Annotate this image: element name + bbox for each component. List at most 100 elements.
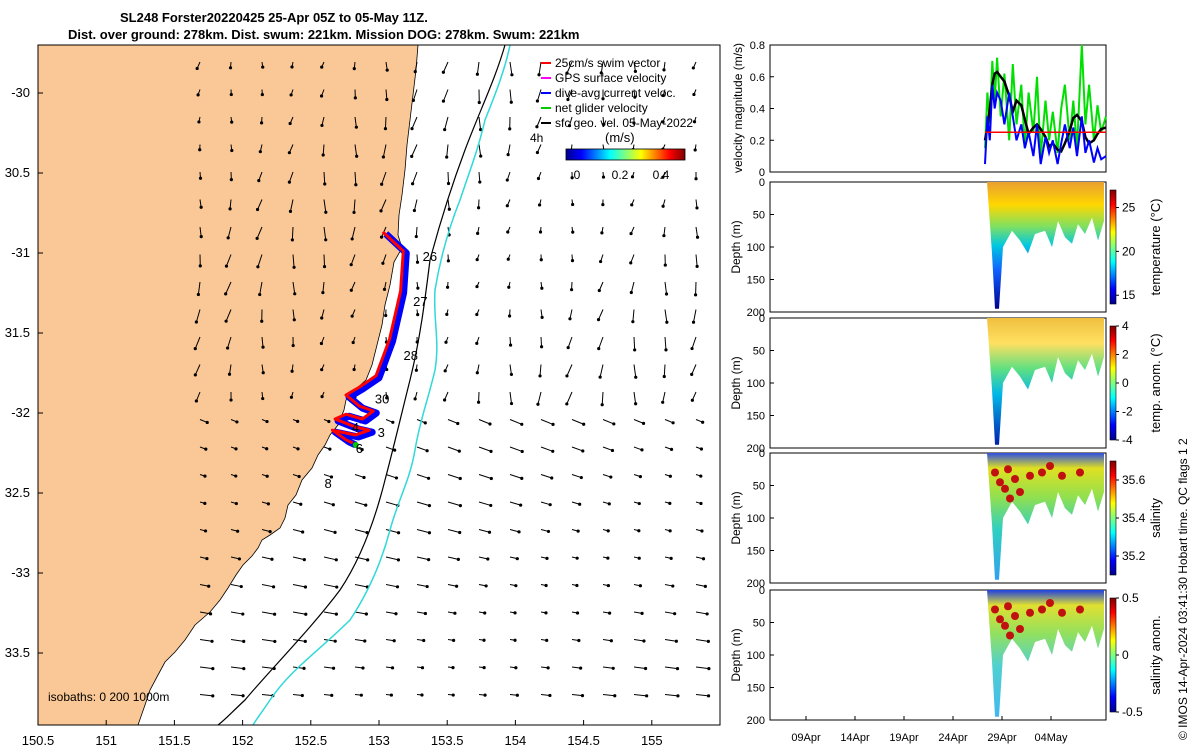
geo-velocity-arrowhead: [379, 235, 384, 239]
geo-velocity-arrow: [540, 446, 553, 452]
geo-velocity-arrow: [194, 336, 201, 349]
geo-velocity-arrowhead: [476, 206, 481, 210]
geo-velocity-arrowhead: [535, 99, 540, 103]
geo-velocity-arrowhead: [255, 207, 260, 212]
geo-velocity-arrowhead: [420, 666, 425, 670]
geo-velocity-arrowhead: [694, 177, 698, 181]
geo-velocity-arrowhead: [391, 420, 395, 424]
velocity-series-line: [984, 84, 1107, 165]
section-data-fill: [987, 453, 1104, 580]
geo-velocity-arrowhead: [195, 66, 199, 71]
geo-velocity-arrowhead: [640, 448, 644, 452]
geo-velocity-arrowhead: [665, 320, 669, 324]
geo-velocity-arrowhead: [489, 449, 493, 454]
geo-velocity-arrow: [664, 666, 678, 670]
geo-velocity-arrowhead: [642, 639, 646, 643]
section-y-tick-label: 50: [753, 346, 765, 358]
legend-item-sfc: sfc geo. vel. 05-May-2022: [541, 116, 693, 130]
geo-velocity-arrowhead: [301, 530, 305, 534]
geo-velocity-arrow: [695, 611, 708, 615]
section-high-marker: [1076, 605, 1084, 614]
geo-velocity-arrowhead: [234, 501, 238, 506]
geo-velocity-arrowhead: [320, 368, 324, 372]
geo-velocity-arrowhead: [510, 73, 514, 77]
velocity-series: [983, 44, 1107, 165]
geo-velocity-arrowhead: [607, 502, 611, 506]
geo-velocity-arrowhead: [411, 98, 415, 102]
geo-velocity-arrowhead: [415, 260, 420, 264]
geo-velocity-arrowhead: [544, 611, 548, 615]
geo-velocity-arrow: [509, 89, 512, 103]
date-x-axis: 09Apr 14Apr 19Apr 24Apr 29Apr 04May: [791, 716, 1068, 744]
geo-velocity-arrowhead: [629, 231, 633, 236]
geo-velocity-arrowhead: [335, 585, 339, 589]
geo-velocity-arrowhead: [292, 265, 296, 269]
geo-velocity-arrowhead: [225, 346, 230, 350]
day-label: 26: [423, 249, 437, 264]
map-colorbar-tick-1: 0.2: [612, 168, 629, 182]
day-label: 27: [413, 294, 427, 309]
geo-velocity-arrowhead: [211, 694, 215, 698]
geo-velocity-arrowhead: [695, 264, 699, 268]
geo-velocity-arrow: [385, 529, 399, 534]
geo-velocity-arrowhead: [456, 421, 460, 426]
geo-velocity-arrowhead: [596, 317, 601, 322]
land-mass: [38, 45, 419, 725]
map-y-tick-label: 32.5: [5, 485, 30, 500]
day-labels: 26 27 28 30 3 4 6 8: [324, 249, 437, 491]
geo-velocity-arrowhead: [446, 181, 451, 186]
geo-velocity-arrowhead: [445, 312, 449, 316]
geo-velocity-arrowhead: [443, 369, 447, 373]
geo-velocity-arrowhead: [668, 474, 672, 478]
geo-velocity-arrowhead: [349, 288, 353, 292]
section-high-marker: [1046, 462, 1054, 470]
geo-velocity-arrow: [411, 116, 418, 129]
geo-velocity-arrowhead: [701, 420, 705, 424]
geo-velocity-arrowhead: [193, 373, 197, 377]
geo-velocity-arrow: [695, 666, 709, 670]
section-ylabel: Depth (m): [729, 356, 743, 409]
geo-velocity-arrowhead: [198, 176, 203, 180]
geo-velocity-arrow: [540, 336, 543, 347]
geo-velocity-arrowhead: [700, 529, 704, 533]
geo-velocity-arrow: [353, 199, 356, 213]
geo-velocity-arrowhead: [392, 639, 396, 643]
geo-velocity-arrowhead: [515, 693, 519, 697]
geo-velocity-arrow: [695, 254, 698, 267]
geo-velocity-arrowhead: [608, 611, 612, 615]
geo-velocity-arrowhead: [546, 666, 550, 670]
geo-velocity-arrowhead: [320, 395, 324, 399]
geo-velocity-arrowhead: [597, 288, 601, 293]
geo-velocity-arrowhead: [609, 475, 613, 479]
geo-velocity-arrowhead: [690, 398, 694, 402]
geo-velocity-arrowhead: [565, 374, 569, 378]
colorbar-tick-label: 35.2: [1122, 549, 1146, 563]
geo-velocity-arrow: [416, 446, 428, 452]
geo-velocity-arrowhead: [205, 556, 209, 561]
geo-velocity-arrow: [230, 611, 243, 615]
geo-velocity-arrowhead: [610, 448, 615, 453]
geo-velocity-arrowhead: [458, 530, 462, 535]
geo-velocity-arrowhead: [661, 175, 665, 179]
geo-velocity-arrow: [444, 116, 449, 130]
geo-velocity-arrowhead: [690, 346, 694, 351]
geo-velocity-arrowhead: [664, 292, 669, 296]
geo-velocity-arrowhead: [548, 503, 552, 507]
section-ylabel: Depth (m): [729, 220, 743, 273]
geo-velocity-arrowhead: [520, 422, 524, 426]
geo-velocity-arrowhead: [321, 290, 325, 295]
geo-velocity-arrowhead: [383, 127, 388, 131]
geo-velocity-arrowhead: [442, 398, 447, 402]
geo-velocity-arrow: [288, 171, 294, 183]
geo-velocity-arrow: [292, 254, 295, 268]
geo-velocity-arrowhead: [690, 372, 694, 376]
geo-velocity-arrowhead: [475, 312, 479, 317]
map-x-tick-label: 151.5: [158, 733, 191, 748]
colorbar-tick-label: 20: [1122, 244, 1136, 258]
geo-velocity-arrowhead: [362, 475, 366, 480]
geo-velocity-arrowhead: [256, 265, 260, 269]
geo-velocity-arrow: [478, 116, 482, 130]
geo-velocity-arrow: [199, 666, 213, 670]
geo-velocity-arrowhead: [486, 557, 490, 561]
geo-velocity-arrowhead: [576, 529, 580, 533]
